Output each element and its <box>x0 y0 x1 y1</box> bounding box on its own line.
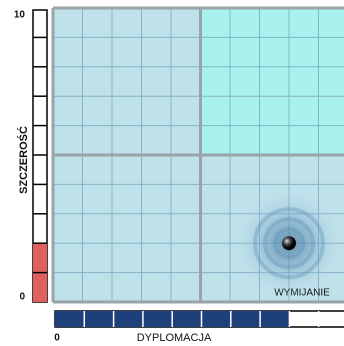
y-axis-label: SZCZEROŚĆ <box>17 126 30 194</box>
chart: DYPLOMACJA SZCZEROŚĆ 010010WYMIJANIE <box>0 0 344 346</box>
highlight-quadrant <box>201 8 344 155</box>
plot: 010010WYMIJANIE <box>14 8 344 344</box>
y-tick-label: 0 <box>19 292 25 303</box>
y-tick-label: 10 <box>14 10 26 21</box>
x-tick-label: 0 <box>54 333 60 344</box>
x-axis-label: DYPLOMACJA <box>137 332 212 344</box>
point <box>282 236 296 250</box>
